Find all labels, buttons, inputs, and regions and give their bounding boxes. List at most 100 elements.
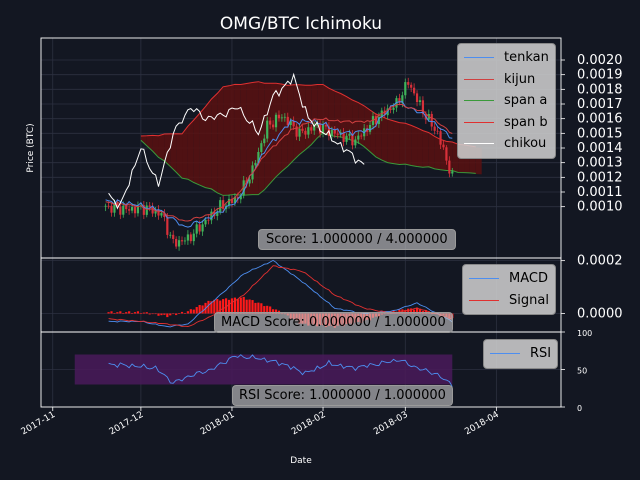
macd-hist-bar-50: [254, 302, 257, 314]
candle-body-38: [216, 211, 219, 216]
candle-body-95: [383, 110, 386, 116]
legend-label-tenkan: tenkan: [504, 50, 549, 66]
cloud-segment-49: [428, 133, 435, 169]
macd-hist-bar-0: [107, 312, 110, 314]
candle-body-18: [157, 209, 160, 216]
candle-body-10: [133, 207, 137, 214]
candle-body-69: [307, 127, 310, 135]
macd-hist-bar-102: [407, 308, 410, 314]
macd-hist-bar-103: [410, 308, 413, 314]
candle-body-106: [415, 93, 419, 103]
candle-body-112: [433, 126, 436, 131]
macd-hist-bar-11: [139, 313, 142, 314]
legend-label-span-b: span b: [504, 114, 548, 130]
candle-body-78: [333, 129, 336, 134]
y-axis-label: Price (BTC): [26, 123, 36, 172]
macd-hist-bar-99: [398, 309, 401, 314]
candle-body-57: [271, 124, 275, 128]
candle-body-58: [274, 114, 278, 128]
candle-body-92: [374, 116, 378, 125]
macd-hist-bar-53: [263, 306, 266, 314]
candle-body-59: [277, 114, 281, 119]
macd-hist-bar-52: [260, 303, 263, 314]
legend-swatch-span-b: [464, 121, 494, 123]
chikou-line: [108, 72, 365, 210]
legend-swatch-tenkan: [464, 57, 494, 59]
cloud-segment-52: [446, 141, 453, 172]
cloud-segment-41: [381, 116, 388, 163]
candle-body-89: [366, 128, 369, 132]
cloud-segment-39: [370, 109, 376, 157]
macd-hist-bar-97: [392, 310, 395, 314]
candle-body-65: [295, 126, 298, 137]
legend-item-macd: MACD: [469, 268, 549, 290]
cloud-segment-11: [205, 99, 212, 190]
legend-item-tenkan: tenkan: [464, 47, 549, 69]
candle-body-85: [354, 139, 357, 146]
candle-body-63: [289, 120, 292, 125]
macd-hist-bar-5: [122, 313, 125, 314]
macd-hist-bar-46: [242, 296, 245, 314]
cloud-segment-1: [146, 135, 153, 152]
candle-body-25: [177, 240, 181, 247]
macd-hist-bar-42: [230, 298, 234, 314]
candle-body-49: [248, 179, 251, 184]
legend-swatch-span-a: [464, 100, 494, 102]
candle-body-2: [110, 205, 113, 213]
legend-swatch-rsi: [490, 353, 520, 355]
candle-body-3: [113, 203, 116, 213]
macd-hist-bar-10: [136, 311, 140, 314]
candle-body-55: [266, 120, 269, 139]
cloud-segment-42: [387, 119, 394, 164]
candle-body-83: [348, 133, 351, 136]
cloud-segment-29: [311, 84, 318, 145]
candle-body-42: [227, 198, 231, 206]
legend-swatch-macd: [469, 278, 499, 280]
candle-body-60: [280, 117, 284, 119]
macd-hist-bar-45: [239, 297, 242, 314]
macd-hist-bar-27: [186, 311, 189, 314]
candle-body-39: [219, 200, 222, 212]
macd-hist-bar-36: [213, 299, 216, 314]
cloud-segment-6: [176, 133, 183, 178]
tenkan-line: [105, 101, 453, 228]
macd-hist-bar-51: [257, 302, 260, 314]
candle-body-100: [398, 98, 401, 103]
cloud-segment-5: [170, 133, 177, 173]
macd-hist-bar-35: [210, 301, 213, 314]
price-ytick-label-3: 0.0013: [577, 156, 623, 171]
macd-hist-bar-39: [222, 299, 225, 314]
cloud-segment-13: [217, 86, 224, 195]
candle-body-86: [357, 135, 360, 140]
candle-body-74: [321, 125, 325, 134]
cloud-segment-14: [223, 85, 230, 195]
candle-body-98: [392, 107, 395, 110]
candle-body-19: [160, 213, 163, 216]
cloud-segment-0: [140, 135, 147, 146]
candle-body-104: [410, 84, 413, 88]
candle-body-32: [198, 224, 201, 232]
legend-label-kijun: kijun: [504, 71, 536, 87]
macd-hist-bar-3: [116, 312, 119, 314]
candle-body-9: [130, 207, 134, 211]
candle-body-8: [128, 209, 131, 211]
rsi-band: [74, 354, 453, 385]
candle-body-73: [318, 123, 322, 134]
candle-body-4: [116, 203, 119, 207]
price-ytick-label-0: 0.0010: [577, 200, 623, 215]
candle-body-64: [292, 120, 295, 127]
candle-body-53: [260, 143, 263, 152]
legend-label-signal: Signal: [509, 292, 549, 308]
candle-body-6: [122, 205, 125, 215]
candle-body-111: [430, 113, 433, 127]
legend-item-span-b: span b: [464, 112, 549, 134]
candle-body-113: [436, 130, 439, 132]
macd-hist-bar-30: [195, 307, 198, 314]
legend-item-chikou: chikou: [464, 133, 549, 155]
cloud-segment-44: [399, 122, 406, 165]
macd-legend: MACD Signal: [462, 264, 556, 315]
candle-body-5: [119, 206, 122, 215]
candle-body-66: [298, 128, 301, 137]
candle-body-35: [207, 219, 210, 221]
price-ytick-label-7: 0.0017: [577, 97, 623, 112]
